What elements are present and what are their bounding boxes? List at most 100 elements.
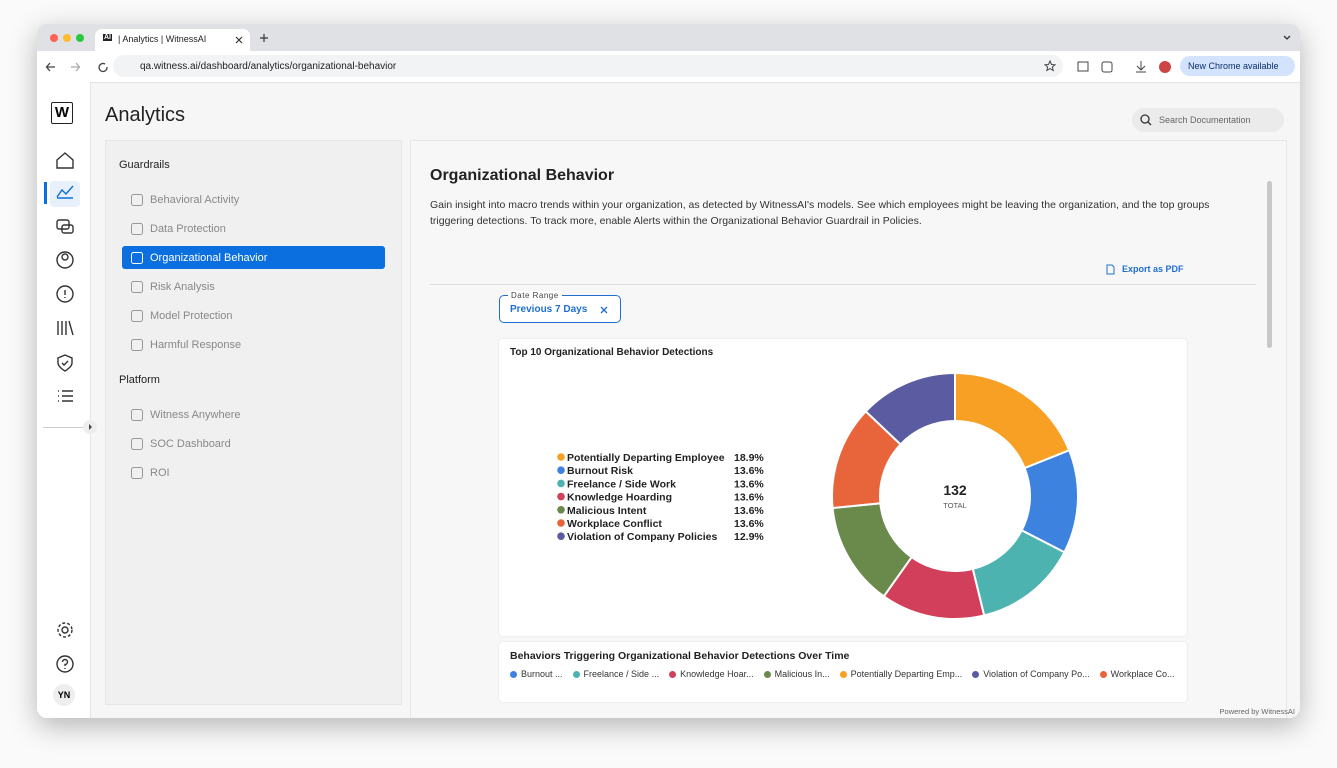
nav-icon [131,338,143,351]
legend-item: Malicious In... [763,669,830,679]
legend-value: 13.6% [734,465,764,477]
nav-item[interactable]: Organizational Behavior [122,246,385,269]
nav-item[interactable]: ROI [122,461,385,484]
icon-shape [131,193,143,206]
nav-section-title: Platform [119,374,160,386]
nav-label: Risk Analysis [150,280,215,293]
nav-item[interactable]: Harmful Response [122,333,385,356]
section-title: Organizational Behavior [430,167,615,184]
legend-value: 12.9% [734,531,764,543]
icon-shape [131,280,143,293]
legend-label: Burnout Risk [567,465,633,477]
update-text: New Chrome available [1188,61,1279,71]
divider [430,284,1256,285]
tab-menu[interactable] [1282,33,1292,43]
nav-label: ROI [150,466,170,479]
legend-dot [1099,670,1107,678]
active-indicator [44,182,47,204]
legend-label: Workplace Conflict [567,518,662,530]
tab[interactable]: AI | Analytics | WitnessAI [95,29,250,51]
donut-slice [954,371,1071,470]
legend-item: Knowledge Hoar... [669,669,754,679]
donut-slice [864,371,956,446]
nav-label: Behavioral Activity [150,193,240,206]
search-icon [1140,114,1152,126]
maximize-window[interactable] [76,34,84,42]
nav-label: Witness Anywhere [150,408,241,421]
nav-buttons[interactable] [45,61,117,73]
search-box[interactable]: Search Documentation [1132,108,1284,132]
legend-item: Freelance / Side ... [572,669,659,679]
legend-label: Knowledge Hoarding [567,492,672,504]
nav-item[interactable]: Behavioral Activity [122,188,385,211]
toolbar-icons[interactable] [1077,60,1177,74]
scrollbar[interactable] [1267,181,1272,348]
nav-label: Model Protection [150,309,233,322]
logo[interactable]: W [51,102,73,124]
nav-label: SOC Dashboard [150,437,231,450]
legend-label: Potentially Departing Emp... [850,669,963,679]
url-box[interactable]: qa.witness.ai/dashboard/analytics/organi… [113,55,1063,77]
legend-dot [557,479,565,488]
tab-bar: AI | Analytics | WitnessAI [37,24,1300,51]
legend-label: Potentially Departing Employee [567,452,725,464]
search-placeholder: Search Documentation [1159,115,1251,125]
date-range-clear[interactable] [600,306,608,314]
active-icon-bg [50,181,80,207]
legend-dot [557,519,565,527]
icon-shape [131,222,143,235]
icon-shape [131,408,143,421]
legend-label: Malicious Intent [567,505,647,517]
legend-label: Knowledge Hoar... [680,669,754,679]
nav-item[interactable]: Risk Analysis [122,275,385,298]
nav-item[interactable]: Data Protection [122,217,385,240]
legend-dot [510,670,517,678]
icon-rail: W YN [37,82,97,718]
close-window[interactable] [50,34,58,42]
legend-value: 13.6% [734,518,764,530]
date-range-label: Date Range [508,291,562,300]
legend-label: Malicious In... [774,669,830,679]
tab-close[interactable] [235,36,243,44]
date-range-filter[interactable]: Date Range Previous 7 Days [499,291,621,323]
minimize-window[interactable] [63,34,71,42]
main-panel: Organizational Behavior Gain insight int… [410,140,1287,718]
legend-item: Burnout ... [510,669,563,679]
icon-shape [131,338,143,351]
legend-value: 18.9% [734,452,764,464]
donut-chart: Potentially Departing Employee 18.9% Burno… [557,371,1079,620]
nav-item[interactable]: Witness Anywhere [122,403,385,426]
rail-bottom-icons[interactable] [54,619,76,679]
donut-total-label: TOTAL [943,501,966,510]
icon-shape [131,437,143,450]
nav-icon [131,309,143,322]
nav-icon [131,408,143,421]
nav-icon [131,193,143,206]
tab-title: | Analytics | WitnessAI [118,34,207,44]
nav-label: Data Protection [150,222,226,235]
bookmark-star[interactable] [1044,60,1056,72]
user-avatar[interactable]: YN [53,684,75,706]
legend-dot [669,670,677,678]
expand-toggle[interactable] [83,420,97,434]
legend-dot [557,532,565,540]
legend-label: Freelance / Side Work [567,478,676,490]
new-tab[interactable] [259,33,269,43]
url: qa.witness.ai/dashboard/analytics/organi… [140,61,397,72]
nav-panel: Guardrails Behavioral Activity Data Protec… [105,140,402,705]
legend-dot [557,466,565,474]
legend-item: Workplace Co... [1099,669,1174,679]
nav-item[interactable]: Model Protection [122,304,385,327]
donut-card: Top 10 Organizational Behavior Detection… [499,339,1187,636]
rail-icons[interactable] [54,150,76,410]
trend-card: Behaviors Triggering Organizational Beha… [499,642,1187,702]
chart-title: Top 10 Organizational Behavior Detection… [510,347,714,358]
nav-section-title: Guardrails [119,159,170,171]
nav-label: Harmful Response [150,338,242,351]
legend-dot [557,492,565,501]
donut-total: 132 [943,482,967,498]
browser-window: AI | Analytics | WitnessAI qa.witness.ai… [37,24,1300,718]
update-button[interactable]: New Chrome available [1180,56,1295,76]
nav-item[interactable]: SOC Dashboard [122,432,385,455]
